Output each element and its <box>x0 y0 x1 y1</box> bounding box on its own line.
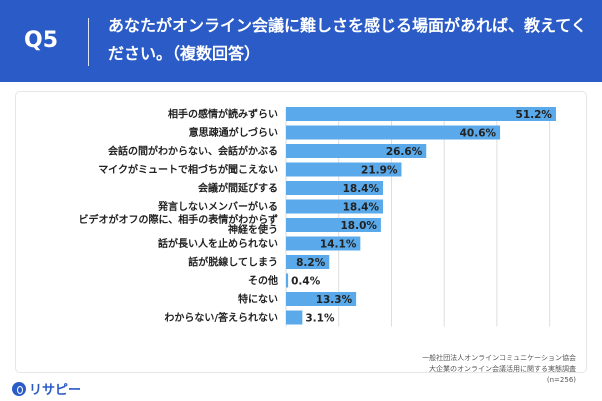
logo-text: リサピー <box>29 383 82 398</box>
value-label: 26.6% <box>386 146 423 158</box>
bar <box>286 273 289 288</box>
category-label: 発言しないメンバーがいる <box>157 200 278 213</box>
value-label: 13.3% <box>316 294 353 306</box>
bar <box>286 218 381 232</box>
category-label: 会議が間延びする <box>198 182 278 195</box>
chart-card: 相手の感情が読みずらい 51.2% 意思疎通がしづらい 40.6% 会話の間がわからない… <box>16 92 586 372</box>
header-divider <box>88 18 89 66</box>
category-label: マイクがミュートで相づちが聞こえない <box>98 163 278 176</box>
sample-size: (n=256) <box>546 376 576 384</box>
logo-icon <box>12 381 26 396</box>
category-label: 特にない <box>238 293 278 306</box>
value-label: 51.2% <box>516 109 553 121</box>
value-label: 21.9% <box>361 164 398 176</box>
bar <box>286 236 361 251</box>
category-label: 話が脱線してしまう <box>188 256 278 269</box>
value-label: 18.4% <box>343 201 380 213</box>
value-label: 18.0% <box>340 220 377 232</box>
value-label: 0.4% <box>291 275 321 287</box>
value-label: 18.4% <box>343 183 380 195</box>
value-label: 3.1% <box>305 312 335 324</box>
bar-chart: 相手の感情が読みずらい 51.2% 意思疎通がしづらい 40.6% 会話の間がわからない… <box>79 107 556 327</box>
source-organization: 一般社団法人オンラインコミュニケーション協会 <box>422 354 576 362</box>
source-survey: 大企業のオンライン会議活用に関する実態調査 <box>429 365 576 373</box>
question-header: Q5 あなたがオンライン会議に難しさを感じる場面があれば、教えてください。（複数… <box>0 0 602 82</box>
bar <box>286 292 357 306</box>
bar <box>286 125 501 140</box>
value-label: 14.1% <box>320 238 357 250</box>
value-label: 40.6% <box>460 127 497 139</box>
category-label: 意思疎通がしづらい <box>189 126 278 139</box>
category-label: 相手の感情が読みずらい <box>168 108 278 121</box>
value-label: 8.2% <box>296 257 326 269</box>
brand-logo: リサピー <box>12 379 81 398</box>
bar <box>286 310 303 325</box>
bar <box>286 107 556 121</box>
category-label: その他 <box>248 274 278 287</box>
category-label: わからない/答えられない <box>164 311 278 324</box>
question-number: Q5 <box>24 28 59 53</box>
bar <box>286 144 427 158</box>
bar <box>286 181 384 195</box>
question-title: あなたがオンライン会議に難しさを感じる場面があれば、教えてください。（複数回答） <box>108 16 587 63</box>
bar <box>286 199 384 214</box>
bar <box>286 162 402 177</box>
category-label: ビデオがオフの際に、相手の表情がわからず神経を使う <box>79 213 279 236</box>
source-note: 一般社団法人オンラインコミュニケーション協会 大企業のオンライン会議活用に関する… <box>422 353 576 386</box>
bar <box>286 255 330 269</box>
category-label: 会話の間がわからない、会話がかぶる <box>108 145 278 158</box>
category-label: 話が長い人を止められない <box>158 237 278 250</box>
